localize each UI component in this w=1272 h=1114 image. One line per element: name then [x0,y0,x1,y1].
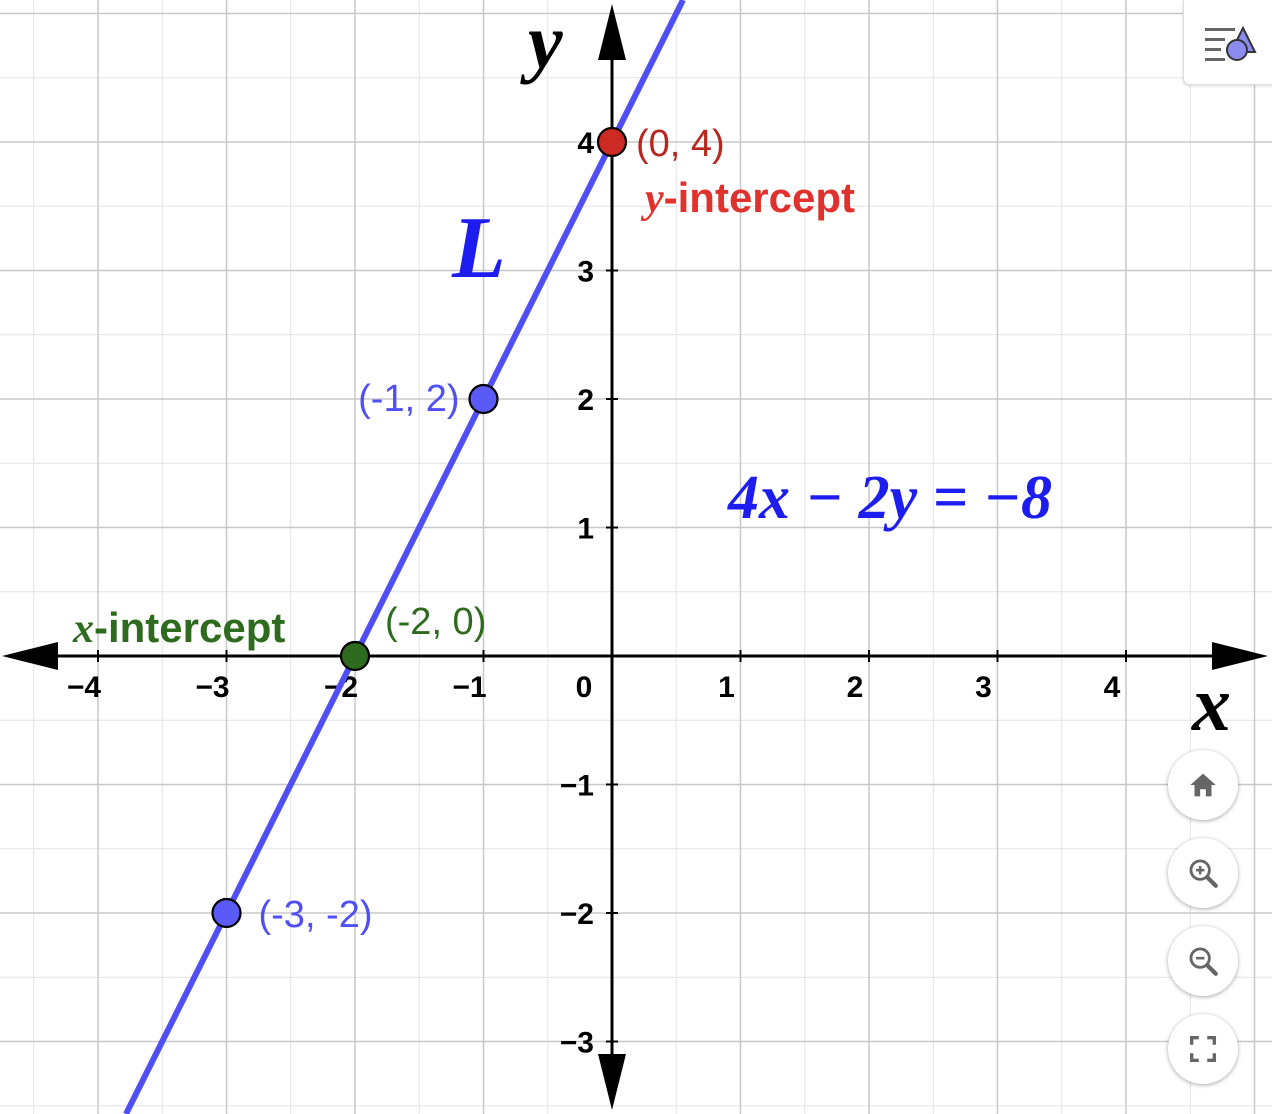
point-label: (-1, 2) [358,378,459,420]
y-intercept-annotation: y-intercept [640,174,855,222]
zoom-out-button[interactable] [1168,926,1238,996]
x-tick-label: −3 [195,671,229,704]
fullscreen-icon [1189,1035,1217,1063]
x-tick-label: 3 [975,671,992,704]
graphics-style-icon [1204,25,1257,61]
x-tick-label: 2 [847,671,864,704]
home-icon [1190,773,1216,797]
line-name-label: L [451,200,506,297]
y-tick-label: 2 [577,384,594,417]
equation-label: 4x − 2y = −8 [727,464,1052,532]
zoom-out-icon [1189,947,1218,976]
home-button[interactable] [1168,750,1238,820]
point-label: (-2, 0) [385,601,486,643]
y-tick-label: −1 [560,770,594,803]
zoom-in-button[interactable] [1168,838,1238,908]
y-intercept-var: y [640,176,664,222]
point-marker [468,383,499,415]
x-tick-label: 1 [718,671,735,704]
x-tick-label: −1 [452,671,486,704]
x-tick-label: 0 [576,671,593,704]
y-axis-down-arrow [598,1054,626,1110]
axes [2,4,1268,1110]
y-tick-label: −2 [560,898,594,931]
x-intercept-annotation: x-intercept [72,604,285,652]
x-tick-label: −4 [67,671,102,704]
x-intercept-var: x [72,606,94,652]
point-label: (-3, -2) [259,894,373,936]
y-axis-up-arrow [598,4,626,60]
point-marker [211,897,242,929]
x-axis-left-arrow [2,642,58,670]
x-axis-right-arrow [1212,642,1268,670]
line-L [123,0,686,1114]
zoom-in-icon [1189,859,1218,888]
y-tick-label: 4 [577,127,594,160]
point-label: (0, 4) [636,123,725,165]
y-tick-label: −3 [560,1027,594,1060]
line-L-layer [123,0,686,1114]
x-tick-label: 4 [1104,671,1121,704]
y-axis-label: y [520,0,563,85]
x-axis-label: x [1191,660,1231,747]
y-intercept-text: -intercept [664,174,855,221]
x-intercept-text: -intercept [94,604,285,651]
labels-layer: L 4x − 2y = −8 y-intercept x-intercept x… [72,0,1231,747]
fullscreen-button[interactable] [1168,1014,1238,1084]
point-marker [596,126,628,158]
style-bar-button[interactable] [1183,0,1272,85]
point-marker [339,640,371,672]
points-layer: (0, 4) (-1, 2) (-2, 0) (-3, -2) [211,123,725,936]
y-tick-label: 1 [577,513,594,546]
y-tick-label: 3 [577,256,594,289]
